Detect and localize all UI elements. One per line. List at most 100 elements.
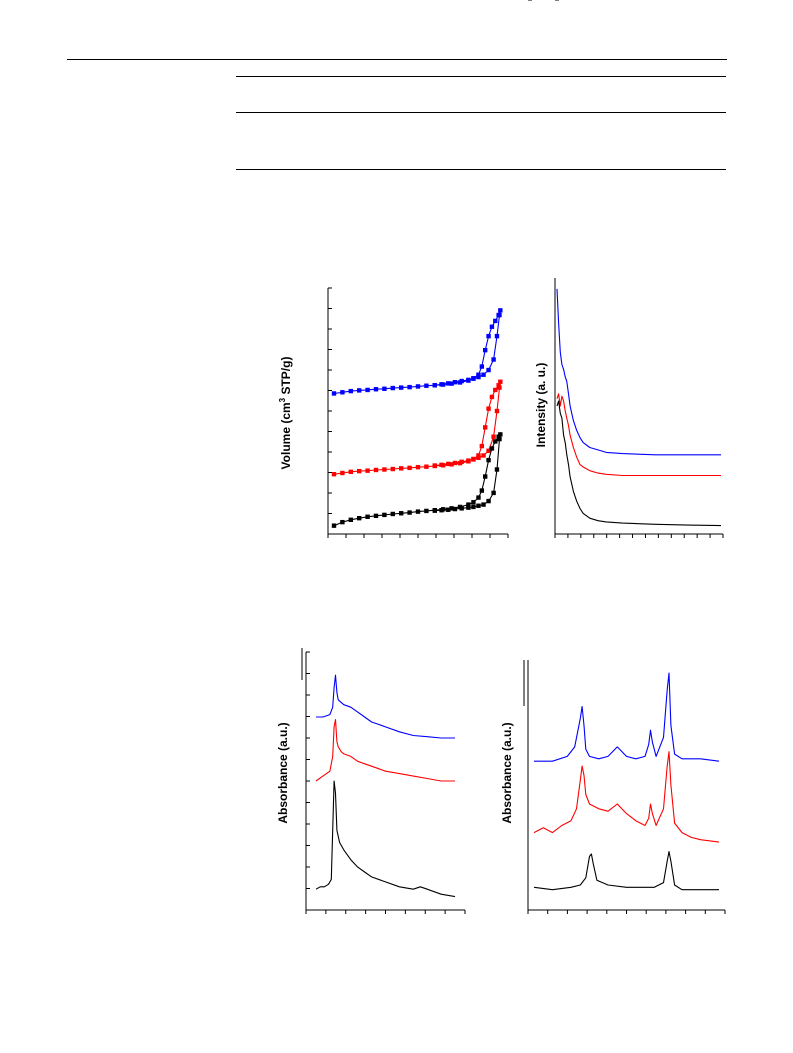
data-point <box>373 387 379 392</box>
data-point <box>486 406 491 411</box>
chart-c-ylabel: Absorbance (a.u.) <box>276 722 290 823</box>
data-point <box>459 378 464 384</box>
data-point <box>382 467 387 472</box>
series-line <box>333 309 501 395</box>
data-point <box>449 462 454 467</box>
data-point <box>483 347 488 353</box>
data-point <box>494 333 500 339</box>
data-point <box>399 385 404 390</box>
chart-b <box>554 0 724 538</box>
series-line <box>316 674 455 739</box>
data-point <box>476 495 481 500</box>
data-point <box>497 385 502 390</box>
data-point <box>498 308 503 313</box>
data-point <box>331 391 337 396</box>
series-line <box>315 718 455 782</box>
data-point <box>348 517 353 523</box>
data-point <box>486 457 491 463</box>
data-point <box>365 387 370 393</box>
data-point <box>471 504 476 510</box>
data-point <box>479 488 485 493</box>
data-point <box>399 466 404 471</box>
data-point <box>476 374 481 380</box>
data-point <box>357 468 362 474</box>
data-point <box>407 510 412 515</box>
data-point <box>489 324 495 329</box>
data-point <box>493 439 498 444</box>
data-point <box>331 523 337 528</box>
data-point <box>407 384 412 390</box>
data-point <box>496 383 501 388</box>
data-point <box>466 377 471 383</box>
data-point <box>496 434 501 439</box>
data-point <box>476 372 481 377</box>
data-point <box>497 436 502 442</box>
data-point <box>493 318 498 324</box>
data-point <box>365 468 370 473</box>
data-point <box>348 388 353 394</box>
data-point <box>424 464 429 469</box>
data-point <box>498 379 503 384</box>
data-point <box>489 446 495 451</box>
data-point <box>481 372 486 377</box>
data-point <box>483 474 488 479</box>
data-point <box>481 502 486 507</box>
page-header-rule <box>67 59 727 60</box>
data-point <box>415 384 421 389</box>
data-point <box>471 376 476 381</box>
data-point <box>471 457 476 462</box>
data-point <box>452 380 458 385</box>
data-point <box>382 386 387 391</box>
data-point <box>491 490 496 496</box>
data-point <box>373 513 379 519</box>
data-point <box>498 432 503 437</box>
data-point <box>494 467 500 472</box>
data-point <box>489 394 495 400</box>
chart-a <box>327 287 509 538</box>
data-point <box>481 453 486 458</box>
table-top-rule <box>236 76 726 77</box>
data-point <box>439 462 444 468</box>
data-point <box>357 388 362 393</box>
series-line <box>556 288 721 456</box>
data-point <box>446 381 451 386</box>
data-point <box>476 503 481 508</box>
data-point <box>452 460 458 466</box>
chart-b-ylabel: Intensity (a. u.) <box>534 363 548 448</box>
data-point <box>365 514 370 519</box>
data-point <box>459 459 464 464</box>
data-point <box>466 505 471 510</box>
series-line <box>534 672 720 762</box>
table-mid-rule <box>236 112 726 113</box>
data-point <box>348 469 353 475</box>
data-point <box>446 507 451 512</box>
data-point <box>424 383 429 388</box>
data-point <box>479 364 485 369</box>
data-point <box>390 511 395 517</box>
chart-c <box>305 651 466 914</box>
data-point <box>357 515 362 521</box>
data-point <box>452 506 458 512</box>
data-point <box>449 381 454 386</box>
data-point <box>415 464 421 470</box>
data-point <box>466 458 471 463</box>
data-point <box>476 455 481 460</box>
data-point <box>439 382 444 387</box>
data-point <box>340 390 345 395</box>
data-point <box>486 367 491 373</box>
data-point <box>449 506 454 511</box>
chart-d-ylabel: Absorbance (a.u.) <box>500 722 514 823</box>
data-point <box>494 408 500 414</box>
data-point <box>399 511 404 516</box>
data-point <box>424 508 429 514</box>
series-line <box>533 851 719 891</box>
data-point <box>331 471 337 477</box>
data-point <box>439 508 444 513</box>
table-bottom-rule <box>236 169 726 170</box>
data-point <box>459 506 464 511</box>
series-line <box>315 780 456 898</box>
data-point <box>479 443 485 449</box>
data-point <box>483 425 488 430</box>
data-point <box>390 385 395 391</box>
